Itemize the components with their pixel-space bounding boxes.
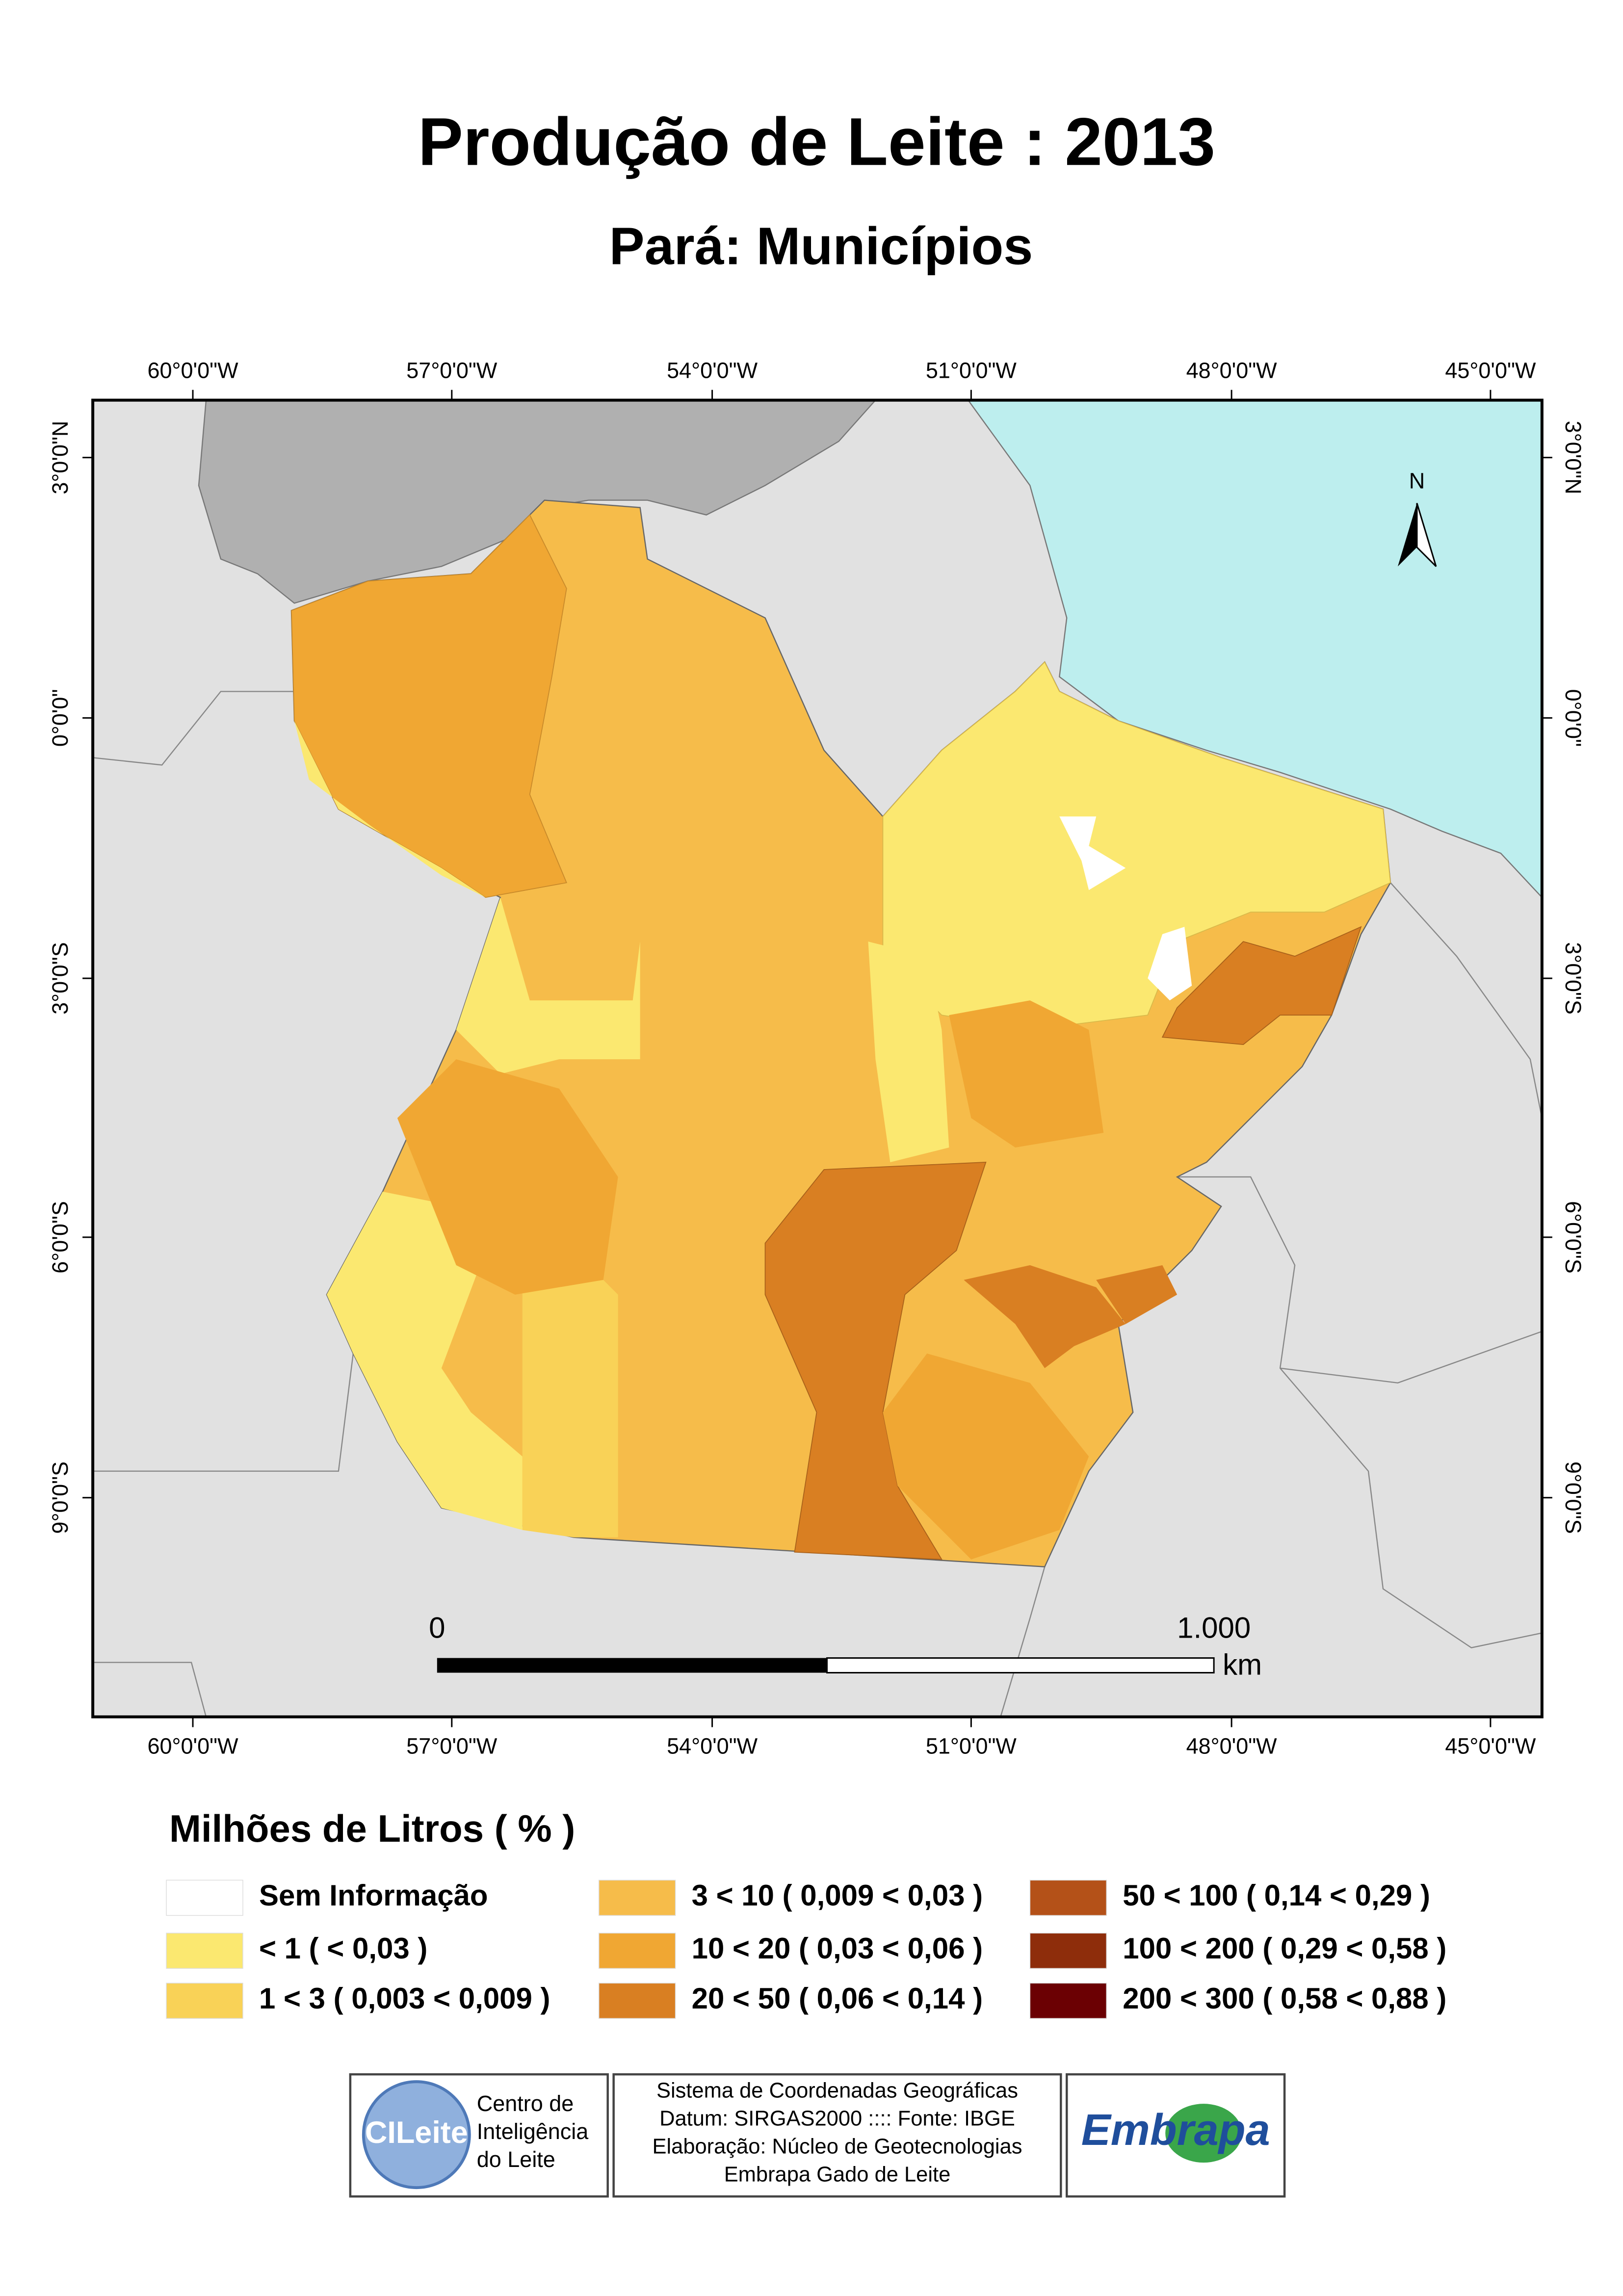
cileite-logo bbox=[362, 2080, 471, 2190]
municipality bbox=[964, 1265, 1126, 1368]
lat-label: 3°0'0"N bbox=[1561, 421, 1586, 495]
scale-end: 1.000 bbox=[1177, 1611, 1251, 1644]
municipality bbox=[456, 897, 640, 1074]
footer-info: Sistema de Coordenadas Geográficas Datum:… bbox=[652, 2079, 1022, 2187]
municipality bbox=[949, 1000, 1104, 1148]
lon-label: 57°0'0"W bbox=[406, 1733, 497, 1758]
municipality bbox=[1059, 816, 1126, 890]
map-border bbox=[91, 398, 1544, 1719]
scale-bar: 0 1.000 km bbox=[429, 1611, 1262, 1681]
lon-label: 51°0'0"W bbox=[926, 1733, 1017, 1758]
municipality bbox=[868, 941, 949, 1162]
footer: CILeite Centro de Inteligência do Leite … bbox=[349, 2073, 1286, 2198]
lat-label: 6°0'0"S bbox=[48, 1201, 73, 1274]
cileite-logo-text: CILeite bbox=[365, 2115, 468, 2150]
lon-label: 45°0'0"W bbox=[1445, 358, 1536, 383]
lat-label: 0°0'0" bbox=[1561, 689, 1586, 747]
border bbox=[92, 691, 294, 766]
legend-label: < 1 ( < 0,03 ) bbox=[259, 1932, 427, 1965]
legend-swatch bbox=[598, 1932, 676, 1969]
lat-label: 9°0'0"S bbox=[1561, 1461, 1586, 1534]
lat-label: 9°0'0"S bbox=[48, 1461, 73, 1534]
scale-segment bbox=[826, 1657, 1215, 1674]
legend-swatch bbox=[166, 1932, 243, 1969]
legend-swatch bbox=[166, 1879, 243, 1916]
legend: Sem Informação < 1 ( < 0,03 ) 1 < 3 ( 0,00… bbox=[166, 1879, 1446, 2019]
north-label: N bbox=[1409, 468, 1425, 493]
border bbox=[1177, 1176, 1543, 1648]
info-line: Datum: SIRGAS2000 :::: Fonte: IBGE bbox=[659, 2107, 1015, 2131]
north-arrow: N bbox=[1397, 468, 1437, 567]
scale-unit: km bbox=[1223, 1648, 1262, 1681]
lon-label: 54°0'0"W bbox=[667, 358, 758, 383]
municipality bbox=[291, 514, 567, 898]
municipality bbox=[1161, 926, 1362, 1045]
lat-label: 6°0'0"S bbox=[1561, 1201, 1586, 1274]
legend-label: 1 < 3 ( 0,003 < 0,009 ) bbox=[259, 1982, 550, 2015]
legend-label: 200 < 300 ( 0,58 < 0,88 ) bbox=[1123, 1982, 1446, 2015]
scale-segment bbox=[437, 1658, 827, 1673]
lon-label: 54°0'0"W bbox=[667, 1733, 758, 1758]
info-line: Elaboração: Núcleo de Geotecnologias bbox=[652, 2135, 1022, 2159]
lon-label: 60°0'0"W bbox=[148, 358, 239, 383]
footer-box bbox=[612, 2073, 1062, 2198]
border bbox=[93, 1662, 207, 1717]
map-frame bbox=[92, 399, 1543, 1717]
municipality bbox=[522, 1265, 618, 1538]
cileite-line: Inteligência bbox=[477, 2119, 589, 2144]
border bbox=[1000, 1566, 1046, 1717]
embrapa-logo: Embrapa bbox=[1081, 2106, 1270, 2155]
municipality bbox=[397, 1059, 618, 1295]
municipality bbox=[1096, 1265, 1178, 1324]
north-arrow-left bbox=[1397, 503, 1417, 567]
cileite-line: Centro de bbox=[477, 2091, 574, 2116]
border bbox=[1280, 1331, 1543, 1384]
lon-label: 57°0'0"W bbox=[406, 358, 497, 383]
legend-swatch bbox=[166, 1983, 243, 2019]
subtitle: Pará: Municípios bbox=[609, 216, 1033, 275]
scale-start: 0 bbox=[429, 1611, 445, 1644]
legend-swatch bbox=[1029, 1879, 1107, 1916]
lat-label: 3°0'0"N bbox=[48, 421, 73, 495]
legend-swatch bbox=[1029, 1932, 1107, 1969]
legend-swatch bbox=[1029, 1983, 1107, 2019]
graticule-labels: 60°0'0"W 60°0'0"W 57°0'0"W 57°0'0"W 54°0'0"W… bbox=[48, 358, 1586, 1759]
borders bbox=[92, 691, 1543, 1717]
lat-label: 3°0'0"S bbox=[48, 942, 73, 1015]
lon-label: 45°0'0"W bbox=[1445, 1733, 1536, 1758]
municipality bbox=[1148, 927, 1192, 1001]
info-line: Sistema de Coordenadas Geográficas bbox=[656, 2079, 1018, 2103]
legend-label: 50 < 100 ( 0,14 < 0,29 ) bbox=[1123, 1879, 1430, 1912]
municipality bbox=[326, 1191, 523, 1530]
border bbox=[93, 1353, 354, 1472]
lat-label: 3°0'0"S bbox=[1561, 942, 1586, 1015]
legend-label: 10 < 20 ( 0,03 < 0,06 ) bbox=[692, 1932, 983, 1965]
title: Produção de Leite : 2013 bbox=[418, 104, 1215, 180]
lon-label: 60°0'0"W bbox=[148, 1733, 239, 1758]
legend-swatch bbox=[598, 1983, 676, 2019]
legend-swatch bbox=[598, 1879, 676, 1916]
legend-title: Milhões de Litros ( % ) bbox=[169, 1807, 575, 1850]
border bbox=[1390, 882, 1543, 1119]
info-line: Embrapa Gado de Leite bbox=[724, 2163, 951, 2187]
legend-label: 3 < 10 ( 0,009 < 0,03 ) bbox=[692, 1879, 983, 1912]
cileite-line: do Leite bbox=[477, 2147, 555, 2172]
legend-label: 20 < 50 ( 0,06 < 0,14 ) bbox=[692, 1982, 983, 2015]
municipality bbox=[883, 1353, 1089, 1560]
north-arrow-right bbox=[1416, 503, 1437, 567]
legend-label: 100 < 200 ( 0,29 < 0,58 ) bbox=[1123, 1932, 1446, 1965]
lon-label: 51°0'0"W bbox=[926, 358, 1017, 383]
lon-label: 48°0'0"W bbox=[1186, 1733, 1278, 1758]
embrapa-logo-mark bbox=[1165, 2104, 1242, 2163]
lat-label: 0°0'0" bbox=[48, 689, 73, 747]
legend-label: Sem Informação bbox=[259, 1879, 488, 1912]
lon-label: 48°0'0"W bbox=[1186, 358, 1278, 383]
